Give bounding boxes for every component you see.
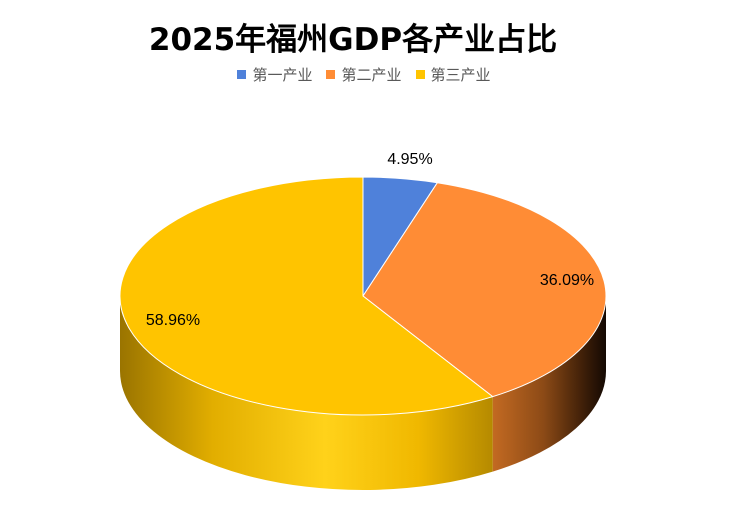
data-label-primary: 4.95% <box>387 151 432 168</box>
pie-wall-secondary <box>492 296 606 472</box>
pie-data-labels: 4.95% 36.09% 58.96% <box>146 151 594 329</box>
pie-slices <box>119 176 607 416</box>
legend-item-primary: 第一产业 <box>237 64 312 85</box>
legend-swatch-primary <box>237 70 247 79</box>
legend-label-primary: 第一产业 <box>252 66 313 84</box>
pie-wall-tertiary <box>120 296 493 490</box>
chart-title: 2025年福州GDP各产业占比 <box>148 22 558 58</box>
legend-label-tertiary: 第三产业 <box>430 66 491 84</box>
legend-item-tertiary: 第三产业 <box>415 64 491 85</box>
legend-swatch-tertiary <box>415 70 425 79</box>
data-label-secondary: 36.09% <box>540 272 594 289</box>
data-label-tertiary: 58.96% <box>146 312 200 329</box>
legend-swatch-secondary <box>326 70 336 79</box>
pie-side-walls <box>120 296 606 490</box>
legend: 第一产业 第二产业 第三产业 <box>0 64 728 85</box>
legend-label-secondary: 第二产业 <box>341 66 402 84</box>
pie-slice-secondary <box>362 182 607 398</box>
pie-slice-tertiary <box>119 176 494 416</box>
legend-item-secondary: 第二产业 <box>326 64 402 85</box>
